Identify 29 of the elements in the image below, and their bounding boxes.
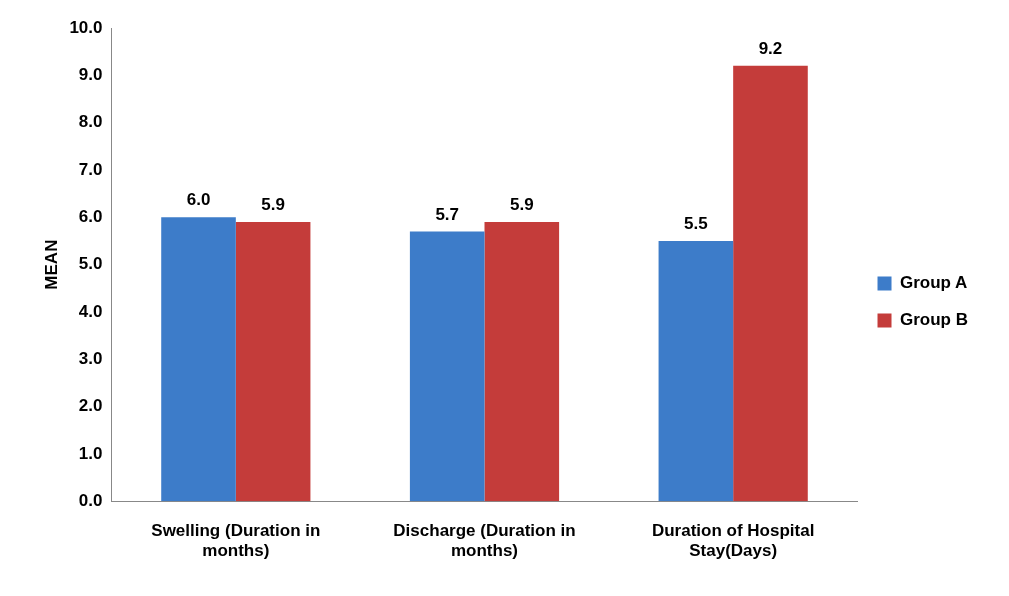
y-tick-label: 2.0 (78, 396, 103, 416)
data-label: 5.7 (435, 204, 460, 224)
bar (733, 65, 808, 502)
data-label: 5.5 (684, 214, 708, 234)
data-label: 9.2 (758, 39, 783, 59)
x-tick-label: Discharge (Duration in months) (393, 521, 576, 561)
y-axis-title: MEAN (41, 239, 61, 290)
legend-label: Group A (900, 273, 968, 293)
y-tick-label: 8.0 (78, 112, 103, 132)
y-tick-label: 1.0 (78, 443, 103, 463)
bar (484, 222, 560, 502)
y-tick-label: 4.0 (78, 301, 103, 321)
x-tick-label: Duration of Hospital Stay(Days) (651, 521, 815, 561)
y-tick-label: 0.0 (78, 490, 103, 510)
y-tick-label: 9.0 (78, 65, 103, 85)
bar (161, 217, 236, 502)
bar (235, 222, 311, 502)
y-tick-label: 3.0 (78, 348, 103, 368)
data-label: 5.9 (509, 195, 534, 215)
y-tick-label: 7.0 (78, 159, 103, 179)
bar (658, 240, 734, 502)
y-tick-label: 6.0 (78, 206, 103, 226)
bar (409, 231, 485, 502)
legend-label: Group B (900, 310, 969, 330)
data-label: 5.9 (261, 195, 285, 215)
data-label: 6.0 (186, 190, 211, 210)
y-tick-label: 5.0 (78, 254, 103, 274)
y-tick-label: 10.0 (69, 17, 103, 37)
x-tick-label: Swelling (Duration in months) (151, 521, 321, 561)
